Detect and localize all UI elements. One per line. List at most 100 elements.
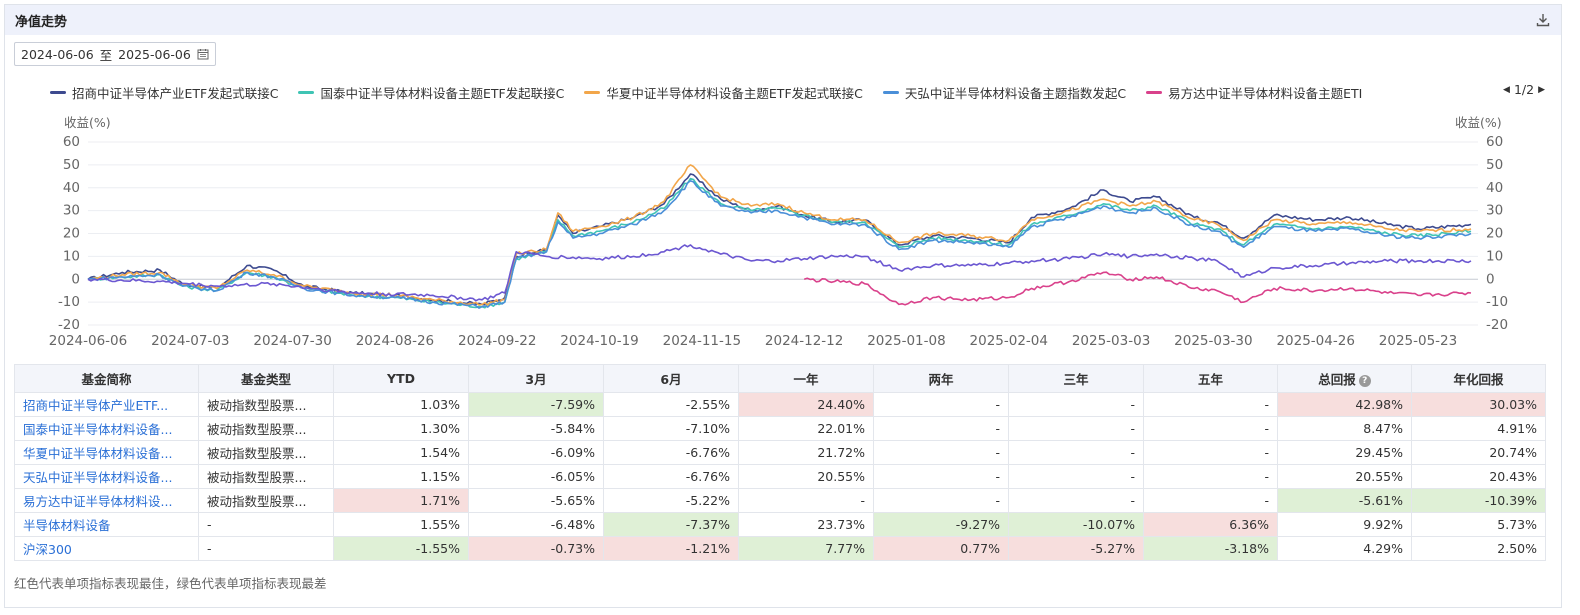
x-tick-label: 2024-07-30 xyxy=(253,333,331,349)
fund-name-link[interactable]: 沪深300 xyxy=(14,536,199,561)
return-cell: 5.73% xyxy=(1411,512,1546,537)
y-tick-label-left: 30 xyxy=(63,203,80,219)
y-tick-label-right: 0 xyxy=(1486,271,1495,287)
column-header-label: 年化回报 xyxy=(1453,372,1504,387)
return-cell: 22.01% xyxy=(738,416,874,441)
column-header-label: 基金简称 xyxy=(81,372,132,387)
return-cell: - xyxy=(1008,488,1144,513)
legend-item[interactable]: 天弘中证半导体材料设备主题指数发起C xyxy=(882,83,1127,102)
legend-item[interactable]: 易方达中证半导体材料设备主题ETI xyxy=(1146,83,1362,102)
return-cell: - xyxy=(738,488,874,513)
legend-label: 招商中证半导体产业ETF发起式联接C xyxy=(72,85,279,101)
date-range-picker[interactable]: 2024-06-06 至 2025-06-06 xyxy=(14,42,216,66)
table-header-row: 基金简称 基金类型 YTD 3月 6月 一年 两年 三年 五年 总回报? 年化回报 xyxy=(14,364,1546,393)
return-cell: 23.73% xyxy=(738,512,874,537)
download-icon[interactable] xyxy=(1535,12,1551,28)
return-cell: 21.72% xyxy=(738,440,874,465)
x-tick-label: 2025-01-08 xyxy=(867,333,945,349)
return-cell: - xyxy=(1143,416,1278,441)
date-start: 2024-06-06 xyxy=(21,46,94,62)
legend-item[interactable]: 华夏中证半导体材料设备主题ETF发起式联接C xyxy=(584,83,863,102)
fund-name-link[interactable]: 华夏中证半导体材料设备... xyxy=(14,440,199,465)
fund-name-link[interactable]: 半导体材料设备 xyxy=(14,512,199,537)
return-cell: -10.07% xyxy=(1008,512,1144,537)
panel-header: 净值走势 xyxy=(5,5,1561,35)
return-cell: 1.15% xyxy=(333,464,469,489)
table-row: 半导体材料设备 -1.55% -6.48% -7.37% 23.73% -9.27% -10… xyxy=(14,512,1546,537)
column-header: 两年 xyxy=(873,364,1009,393)
column-header: YTD xyxy=(333,364,469,393)
return-cell: -7.37% xyxy=(603,512,739,537)
return-cell: -5.84% xyxy=(468,416,604,441)
x-tick-label: 2024-10-19 xyxy=(560,333,638,349)
x-tick-label: 2025-05-23 xyxy=(1379,333,1457,349)
return-cell: 1.54% xyxy=(333,440,469,465)
return-cell: 24.40% xyxy=(738,392,874,417)
y-tick-label-right: -20 xyxy=(1486,317,1508,333)
return-cell: 1.55% xyxy=(333,512,469,537)
fund-name-link[interactable]: 招商中证半导体产业ETF... xyxy=(14,392,199,417)
return-cell: -6.48% xyxy=(468,512,604,537)
return-cell: 20.43% xyxy=(1411,464,1546,489)
return-cell: -5.22% xyxy=(603,488,739,513)
return-cell: 29.45% xyxy=(1277,440,1412,465)
column-header: 3月 xyxy=(468,364,604,393)
return-cell: 1.03% xyxy=(333,392,469,417)
y-tick-label-left: -10 xyxy=(58,294,80,310)
return-cell: 1.30% xyxy=(333,416,469,441)
return-cell: -6.76% xyxy=(603,440,739,465)
return-cell: 20.74% xyxy=(1411,440,1546,465)
return-cell: -6.09% xyxy=(468,440,604,465)
return-cell: -6.76% xyxy=(603,464,739,489)
return-cell: 2.50% xyxy=(1411,536,1546,561)
x-tick-label: 2025-03-30 xyxy=(1174,333,1252,349)
column-header: 年化回报 xyxy=(1411,364,1546,393)
legend-swatch xyxy=(882,90,899,94)
return-cell: -1.21% xyxy=(603,536,739,561)
y-tick-label-right: 30 xyxy=(1486,203,1503,219)
legend-label: 华夏中证半导体材料设备主题ETF发起式联接C xyxy=(606,85,863,101)
legend-item[interactable]: 招商中证半导体产业ETF发起式联接C xyxy=(50,83,278,102)
legend-item[interactable]: 国泰中证半导体材料设备主题ETF发起联接C xyxy=(298,83,564,102)
pager-next-icon[interactable]: ▶ xyxy=(1538,84,1545,95)
panel-title: 净值走势 xyxy=(15,14,68,30)
x-tick-label: 2025-02-04 xyxy=(970,333,1048,349)
y-tick-label-left: 10 xyxy=(63,248,80,264)
fund-name-link[interactable]: 国泰中证半导体材料设备... xyxy=(14,416,199,441)
y-tick-label-left: 20 xyxy=(63,226,80,242)
fund-name-link[interactable]: 天弘中证半导体材料设备... xyxy=(14,464,199,489)
y-tick-label-right: 50 xyxy=(1486,157,1503,173)
column-header: 一年 xyxy=(738,364,874,393)
column-header: 总回报? xyxy=(1277,364,1412,393)
fund-name-link[interactable]: 易方达中证半导体材料设... xyxy=(14,488,199,513)
return-cell: -5.65% xyxy=(468,488,604,513)
series-line xyxy=(803,271,1472,306)
return-cell: - xyxy=(873,416,1009,441)
x-tick-label: 2024-06-06 xyxy=(49,333,127,349)
calendar-icon xyxy=(197,49,209,60)
fund-type-cell: 被动指数型股票... xyxy=(198,488,334,513)
column-header-label: 三年 xyxy=(1063,372,1089,387)
fund-type-cell: - xyxy=(198,512,334,537)
help-icon[interactable]: ? xyxy=(1358,374,1371,387)
column-header: 基金简称 xyxy=(14,364,199,393)
column-header-label: 基金类型 xyxy=(240,372,291,387)
return-cell: 4.91% xyxy=(1411,416,1546,441)
pager-prev-icon[interactable]: ◀ xyxy=(1503,84,1510,95)
x-tick-label: 2025-04-26 xyxy=(1276,333,1354,349)
return-cell: - xyxy=(873,392,1009,417)
y-tick-label-left: 0 xyxy=(71,271,80,287)
table-row: 天弘中证半导体材料设备... 被动指数型股票... 1.15% -6.05% -6.76… xyxy=(14,464,1546,489)
column-header-label: YTD xyxy=(387,371,415,386)
return-cell: -6.05% xyxy=(468,464,604,489)
legend-label: 天弘中证半导体材料设备主题指数发起C xyxy=(904,85,1127,101)
y-tick-label-right: 40 xyxy=(1486,180,1503,196)
return-cell: - xyxy=(1143,440,1278,465)
column-header-label: 6月 xyxy=(660,372,682,387)
series-line xyxy=(87,244,1472,302)
return-cell: 20.55% xyxy=(738,464,874,489)
y-tick-label-left: 60 xyxy=(63,134,80,150)
date-separator: 至 xyxy=(99,47,113,63)
return-cell: - xyxy=(873,440,1009,465)
fund-type-cell: 被动指数型股票... xyxy=(198,392,334,417)
